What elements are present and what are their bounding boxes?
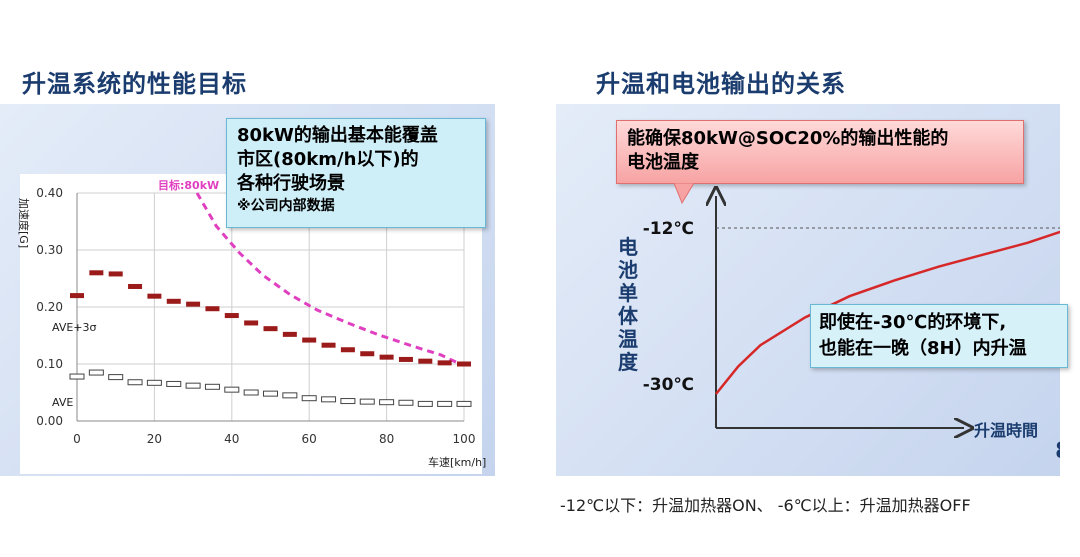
ave-marker [69, 373, 85, 380]
ave-marker [88, 369, 104, 376]
x-axis-label: 车速[km/h] [428, 455, 486, 469]
ave-marker [417, 400, 433, 407]
right-panel-title: 升温和电池输出的关系 [596, 70, 846, 98]
x-tick-label: 20 [147, 432, 162, 446]
ave3s-marker [186, 301, 201, 307]
x-tick-label: 60 [302, 432, 317, 446]
ave-marker [340, 398, 356, 405]
callout-line: 即使在-30℃的环境下, [819, 312, 1007, 333]
callout-line: 电池温度 [627, 152, 699, 173]
x-tick-label: 100 [453, 432, 476, 446]
ave3s-marker [398, 356, 413, 362]
ave3s-marker [147, 293, 162, 299]
target-80kw-line [195, 192, 461, 366]
ave-marker [301, 395, 317, 402]
y-tick-label: 0.20 [36, 300, 63, 314]
y-tick-label: 0.10 [36, 357, 63, 371]
ave3s-series-label: AVE+3σ [52, 321, 97, 334]
ave3s-marker [360, 351, 375, 357]
x-tick-label: 40 [224, 432, 239, 446]
ave3s-marker [302, 337, 317, 343]
ave3s-marker [263, 326, 278, 332]
ave3s-marker [321, 342, 336, 348]
ave3s-marker [340, 347, 355, 353]
target-series-label: 目标:80kW [158, 178, 219, 192]
x-tick-label: 0 [73, 432, 81, 446]
callout-line: 能确保80kW@SOC20%的输出性能的 [627, 128, 949, 149]
ave-marker [146, 379, 162, 386]
ave3s-marker [244, 320, 259, 326]
y-tick-label: -12℃ [643, 219, 694, 239]
y-axis-label-char: 温 [618, 327, 638, 351]
callout-pointer [673, 183, 695, 205]
x-tick-label: 8H [1055, 439, 1060, 464]
y-axis-label-char: 体 [618, 304, 639, 328]
ave3s-marker [282, 331, 297, 337]
ave3s-marker [108, 271, 123, 277]
ave-marker [166, 380, 182, 387]
ave-marker [359, 398, 375, 405]
callout-line: 各种行驶场景 [237, 173, 345, 194]
ave-marker [185, 382, 201, 389]
ave-marker [204, 383, 220, 390]
y-tick-label: 0.30 [36, 243, 63, 257]
ave-marker [321, 396, 337, 403]
y-tick-label: 0.00 [36, 414, 63, 428]
y-axis-label-char: 度 [618, 350, 639, 374]
y-axis-label-char: 电 [618, 235, 638, 259]
info-callout-80kw: 80kW的输出基本能覆盖 市区(80km/h以下)的 各种行驶场景 ※公司内部数… [226, 118, 486, 228]
ave-marker [379, 399, 395, 406]
ave3s-marker [205, 306, 220, 312]
y-tick-label: -30℃ [643, 375, 694, 395]
ave-marker [127, 379, 143, 386]
battery-temp-callout: 能确保80kW@SOC20%的输出性能的 电池温度 [616, 120, 1024, 184]
ave3s-marker [166, 298, 181, 304]
left-panel-title: 升温系统的性能目标 [22, 70, 247, 98]
ave3s-marker [437, 360, 452, 366]
ave-marker [398, 399, 414, 406]
callout-line: 也能在一晚（8H）内升温 [819, 338, 1027, 359]
ave-marker [456, 400, 472, 407]
temperature-curve [715, 230, 1060, 395]
ave3s-marker [379, 354, 394, 360]
callout-note: ※公司内部数据 [237, 198, 335, 214]
x-axis-label: 升温時間 [974, 421, 1038, 440]
warmup-callout: 即使在-30℃的环境下, 也能在一晚（8H）内升温 [810, 304, 1068, 368]
y-tick-label: 0.40 [36, 186, 63, 200]
ave-marker [108, 374, 124, 381]
ave3s-marker [418, 358, 433, 364]
ave3s-marker [70, 293, 84, 299]
ave-marker [243, 389, 259, 396]
y-axis-label-char: 池 [618, 258, 638, 282]
ave3s-marker [89, 270, 104, 276]
ave-marker [437, 400, 453, 407]
heater-caption: -12℃以下：升温加热器ON、 -6℃以上：升温加热器OFF [560, 496, 971, 515]
x-tick-label: 80 [379, 432, 394, 446]
ave3s-marker [224, 313, 239, 319]
y-axis-label-char: 单 [618, 281, 638, 305]
ave3s-marker [457, 361, 471, 367]
callout-line: 市区(80km/h以下)的 [237, 149, 419, 170]
ave-marker [263, 390, 278, 397]
ave-marker [282, 392, 298, 399]
y-axis-label: 加速度[G] [17, 198, 31, 248]
ave3s-marker [128, 283, 143, 289]
ave-marker [224, 386, 240, 393]
callout-line: 80kW的输出基本能覆盖 [237, 125, 438, 146]
ave-series-label: AVE [52, 396, 73, 409]
